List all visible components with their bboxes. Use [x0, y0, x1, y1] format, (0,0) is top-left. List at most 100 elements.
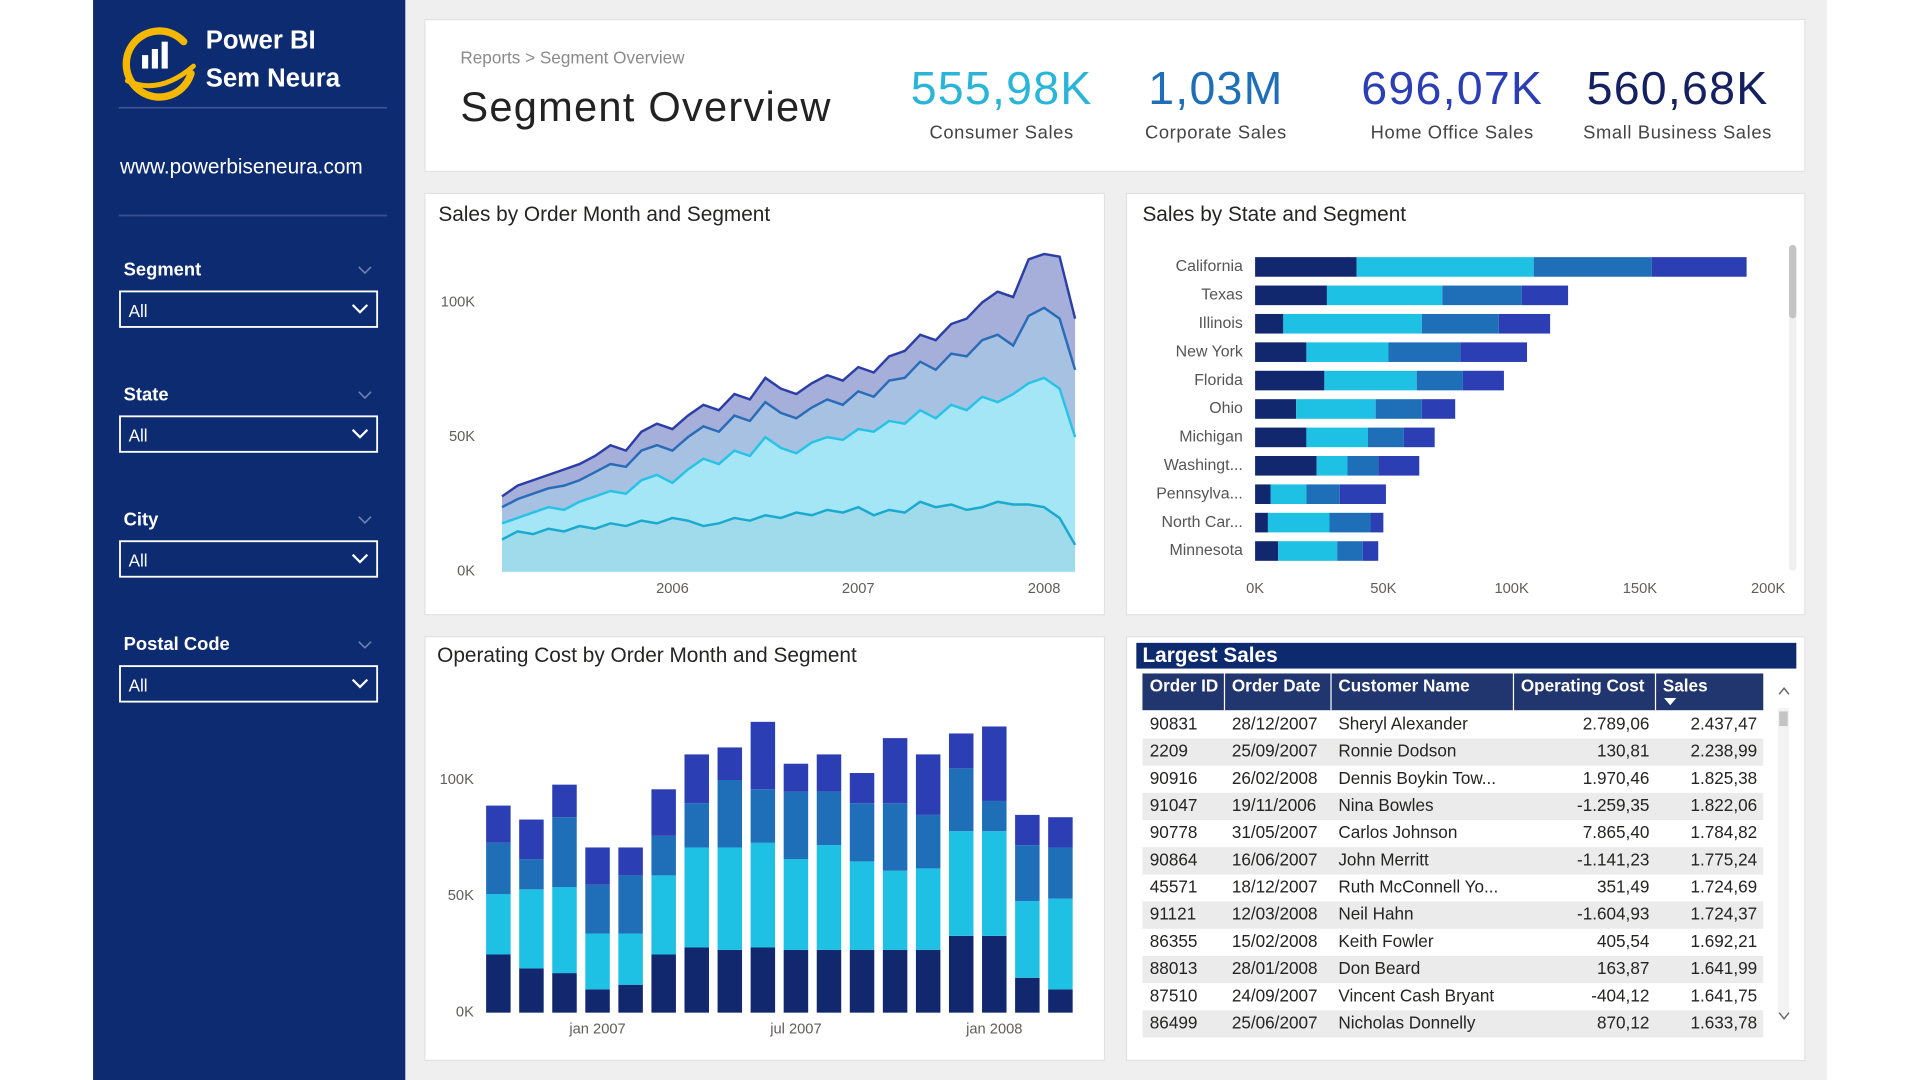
bar-segment	[1421, 313, 1499, 334]
bar-segment	[486, 842, 511, 894]
bar-segment	[684, 754, 709, 804]
breadcrumb[interactable]: Reports > Segment Overview	[460, 47, 685, 67]
bar-segment	[1255, 541, 1279, 561]
table-cell: 91047	[1150, 795, 1198, 815]
bar-segment	[882, 870, 908, 950]
table-banner	[1136, 642, 1797, 669]
bar-segment	[684, 947, 709, 1013]
filter-label: Segment	[124, 258, 202, 279]
column-header[interactable]: Operating Cost	[1521, 675, 1645, 695]
bar-segment	[783, 791, 809, 860]
column-header[interactable]: Sales	[1663, 675, 1708, 695]
table-cell: 1.775,24	[1690, 849, 1757, 869]
bar-segment	[982, 726, 1007, 801]
bar-segment	[915, 949, 941, 1013]
y-tick-label: 50K	[448, 888, 474, 904]
bar-segment	[816, 791, 842, 846]
table-cell: Sheryl Alexander	[1338, 713, 1468, 733]
bar-segment	[1533, 257, 1652, 277]
filter-dropdown[interactable]	[119, 665, 379, 703]
bar-segment	[486, 954, 511, 1013]
bar-segment	[1421, 399, 1456, 419]
filter-collapse[interactable]	[358, 516, 372, 524]
logo	[122, 27, 196, 101]
scrollbar-track[interactable]	[1777, 707, 1789, 1014]
filter-dropdown[interactable]	[119, 290, 379, 328]
sort-indicator[interactable]	[1664, 697, 1677, 706]
table-cell: 87510	[1150, 985, 1198, 1005]
filter-dropdown[interactable]	[119, 540, 379, 578]
table-cell: 130,81	[1597, 741, 1649, 761]
bar-segment	[1329, 512, 1371, 533]
bar-segment	[882, 803, 908, 871]
bar-segment	[1015, 977, 1040, 1013]
scrollbar-thumb[interactable]	[1779, 711, 1788, 727]
bar-segment	[915, 868, 941, 950]
column-header[interactable]: Customer Name	[1338, 675, 1469, 695]
bar-segment	[948, 831, 974, 936]
scrollbar-thumb[interactable]	[1788, 244, 1797, 319]
bar-segment	[750, 721, 776, 790]
site-url: www.powerbiseneura.com	[119, 155, 363, 178]
bar-segment	[1462, 370, 1504, 391]
bar-segment	[1378, 456, 1420, 476]
table-cell: 45571	[1150, 877, 1198, 897]
table-cell: 1.724,69	[1690, 877, 1757, 897]
scroll-up[interactable]	[1778, 686, 1790, 695]
table-cell: 25/09/2007	[1232, 741, 1318, 761]
bar-segment	[1388, 342, 1461, 362]
x-tick-label: jan 2008	[965, 1022, 1022, 1038]
filter-collapse[interactable]	[358, 391, 372, 400]
bar-segment	[915, 754, 941, 815]
table-cell: 25/06/2007	[1232, 1012, 1318, 1032]
table-cell: 1.822,06	[1690, 795, 1757, 815]
table-cell: 28/12/2007	[1232, 713, 1318, 733]
scroll-down[interactable]	[1778, 1012, 1790, 1020]
chart-title: Operating Cost by Order Month and Segmen…	[437, 644, 857, 667]
table-cell: 1.784,82	[1690, 822, 1757, 842]
bar-segment	[750, 789, 776, 843]
table-cell: 86499	[1150, 1012, 1198, 1032]
kpi-value: 1,03M	[1148, 62, 1283, 114]
bar-segment	[519, 889, 544, 969]
filter-dropdown[interactable]	[119, 415, 379, 453]
x-tick-label: 2007	[842, 581, 875, 597]
bar-segment	[982, 935, 1007, 1013]
column-header[interactable]: Order Date	[1232, 675, 1321, 695]
table-cell: Nicholas Donnelly	[1338, 1012, 1476, 1032]
area-fill	[502, 253, 1076, 508]
bar-segment	[1048, 898, 1073, 990]
bar-segment	[618, 875, 643, 934]
table-cell: 90864	[1150, 849, 1198, 869]
y-tick-label: Ohio	[1209, 400, 1243, 417]
dropdown-chevron[interactable]	[351, 304, 369, 314]
kpi-value: 696,07K	[1361, 62, 1543, 114]
bar-segment	[486, 894, 511, 955]
dropdown-chevron[interactable]	[351, 553, 369, 564]
scrollbar-track[interactable]	[1788, 244, 1797, 571]
dropdown-chevron[interactable]	[351, 678, 369, 689]
table-cell: 405,54	[1597, 931, 1650, 951]
bar-segment	[1267, 512, 1330, 533]
table-cell: 90831	[1150, 713, 1198, 733]
filter-collapse[interactable]	[358, 641, 372, 649]
row-stripe	[1142, 1010, 1764, 1038]
dropdown-chevron[interactable]	[351, 429, 369, 439]
bar-segment	[717, 847, 743, 950]
table-cell: Keith Fowler	[1338, 931, 1433, 951]
bar-segment	[618, 984, 643, 1013]
bar-segment	[1362, 541, 1379, 561]
y-tick-label: Washingt...	[1164, 457, 1243, 474]
filter-label: City	[124, 508, 159, 529]
bar-segment	[618, 847, 643, 876]
table-title: Largest Sales	[1142, 644, 1277, 667]
bar-segment	[915, 814, 941, 869]
bar-segment	[1255, 257, 1357, 277]
bar-segment	[816, 845, 842, 950]
y-tick-label: Texas	[1201, 287, 1243, 304]
column-header[interactable]: Order ID	[1150, 675, 1219, 695]
area-line	[501, 306, 1077, 509]
table-cell: -1.141,23	[1577, 849, 1649, 869]
filter-collapse[interactable]	[358, 266, 372, 275]
kpi-label: Consumer Sales	[929, 121, 1073, 142]
